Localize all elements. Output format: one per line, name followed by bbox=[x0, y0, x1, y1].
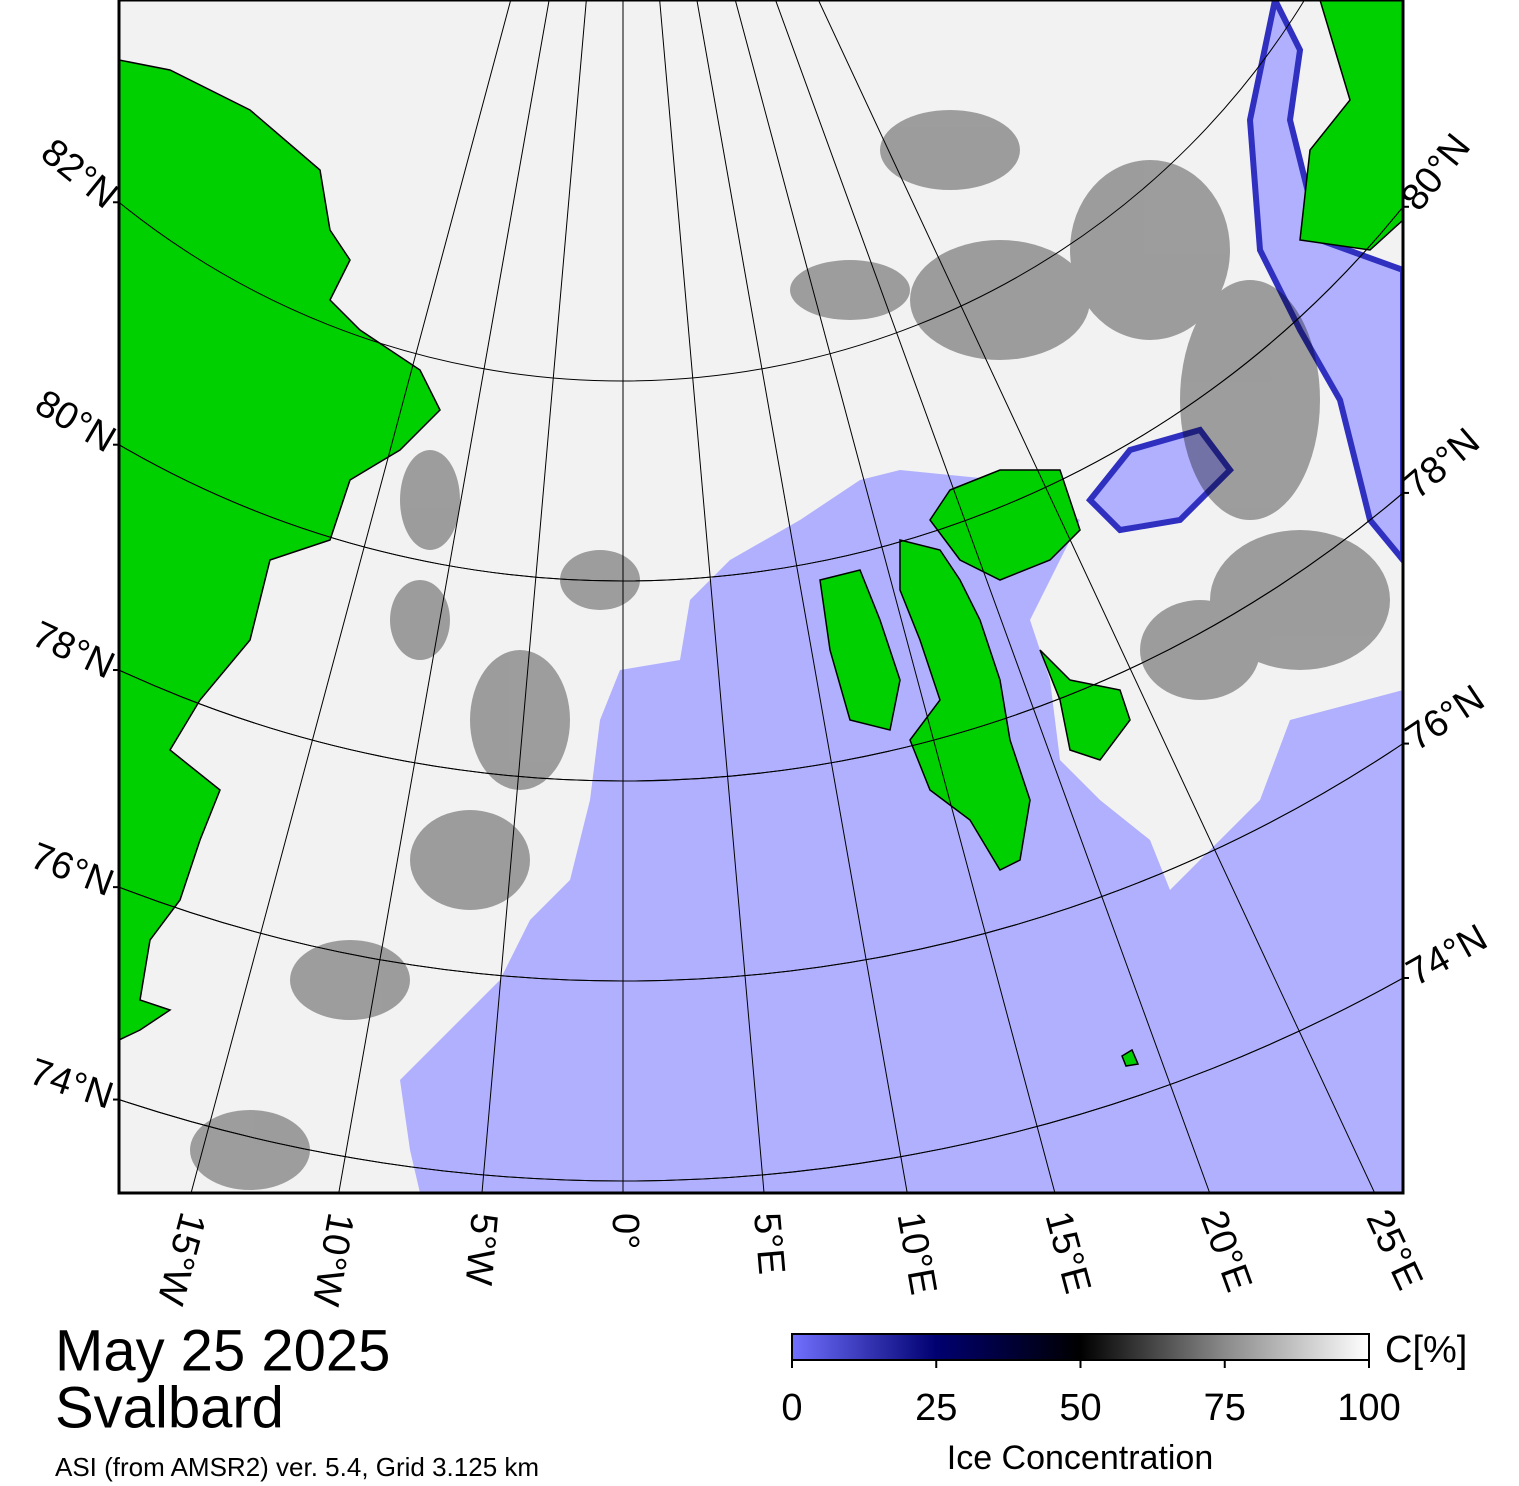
open-water bbox=[1246, 0, 1403, 565]
meridian-line bbox=[481, 0, 587, 1193]
meridian-line bbox=[338, 0, 550, 1193]
colorbar-tick-label: 100 bbox=[1337, 1387, 1400, 1429]
meridian-line bbox=[734, 0, 1056, 1193]
open-water bbox=[1085, 426, 1234, 534]
colorbar-tick-label: 50 bbox=[1059, 1387, 1101, 1429]
date: May 25 2025 bbox=[55, 1318, 390, 1383]
longitude-label: 15°E bbox=[1037, 1207, 1099, 1298]
longitude-label: 5°W bbox=[457, 1211, 505, 1287]
map-frame bbox=[117, 0, 1405, 1195]
colorbar-label: Ice Concentration bbox=[947, 1439, 1214, 1477]
meridian-line bbox=[696, 0, 908, 1193]
latitude-label: 76°N bbox=[1398, 677, 1492, 759]
colorbar-unit: C[%] bbox=[1385, 1329, 1467, 1371]
source: ASI (from AMSR2) ver. 5.4, Grid 3.125 km bbox=[55, 1452, 539, 1482]
sea-ice bbox=[119, 0, 1403, 1193]
longitude-label: 10°E bbox=[888, 1209, 944, 1298]
latitude-label: 78°N bbox=[1396, 420, 1488, 507]
meridian-line bbox=[817, 0, 1376, 1193]
latitude-label: 76°N bbox=[25, 835, 119, 905]
latitude-label: 82°N bbox=[33, 131, 125, 217]
meridian-line bbox=[659, 0, 765, 1193]
colorbar-tick-label: 75 bbox=[1204, 1387, 1246, 1429]
longitude-label: 5°E bbox=[745, 1211, 792, 1276]
latitude-label: 80°N bbox=[1393, 126, 1479, 219]
longitude-label: 20°E bbox=[1192, 1205, 1260, 1297]
region: Svalbard bbox=[55, 1375, 284, 1440]
colorbar-tick-label: 25 bbox=[915, 1387, 957, 1429]
latitude-label: 80°N bbox=[28, 382, 123, 461]
land bbox=[119, 0, 1403, 1067]
meridian-line bbox=[190, 0, 512, 1193]
longitude-label: 15°W bbox=[148, 1208, 213, 1309]
colorbar bbox=[791, 1333, 1370, 1361]
latitude-label: 74°N bbox=[24, 1051, 118, 1118]
latitude-label: 78°N bbox=[26, 614, 121, 688]
graticule bbox=[119, 0, 1403, 1193]
ice-texture bbox=[190, 110, 1390, 1190]
meridian-line bbox=[774, 0, 1211, 1193]
map-area bbox=[119, 0, 1403, 1193]
longitude-label: 0° bbox=[604, 1213, 646, 1249]
latitude-label: 74°N bbox=[1400, 917, 1495, 995]
colorbar-tick-label: 0 bbox=[781, 1387, 802, 1429]
longitude-label: 10°W bbox=[304, 1210, 362, 1309]
longitude-label: 25°E bbox=[1357, 1203, 1430, 1296]
